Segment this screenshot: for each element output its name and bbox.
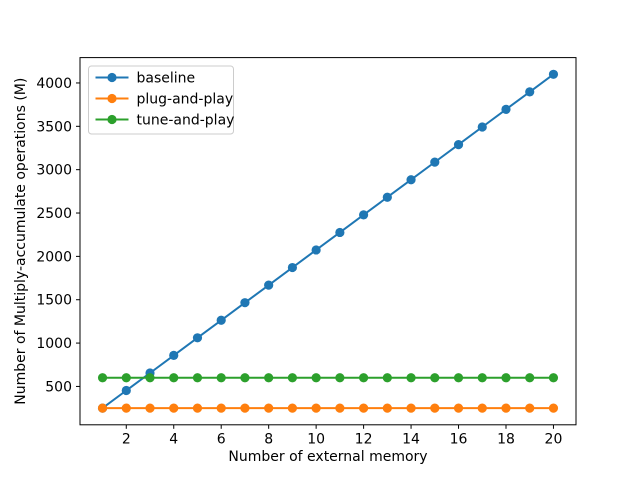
x-tick-label: 4 xyxy=(169,431,178,447)
data-point-plug-and-play xyxy=(358,403,369,413)
data-point-plug-and-play xyxy=(501,403,511,413)
data-point-tune-and-play xyxy=(501,373,511,383)
series-tune-and-play xyxy=(97,373,559,383)
legend-marker xyxy=(107,93,117,104)
data-point-plug-and-play xyxy=(240,403,250,413)
y-tick-label: 2500 xyxy=(36,206,72,222)
y-axis-label: Number of Multiply-accumulate operations… xyxy=(13,78,29,405)
data-point-tune-and-play xyxy=(382,373,392,383)
data-point-tune-and-play xyxy=(97,373,108,383)
data-point-baseline xyxy=(311,245,321,255)
data-point-baseline xyxy=(430,157,440,167)
data-point-tune-and-play xyxy=(430,373,440,383)
data-point-plug-and-play xyxy=(525,403,535,413)
y-tick-label: 4000 xyxy=(36,76,72,92)
x-tick-label: 14 xyxy=(402,431,420,447)
legend: baseline plug-and-play tune-and-play xyxy=(88,65,235,135)
legend-marker xyxy=(107,114,117,125)
data-point-tune-and-play xyxy=(311,373,321,383)
data-point-plug-and-play xyxy=(335,403,345,413)
x-tick-label: 8 xyxy=(264,431,273,447)
x-axis-label: Number of external memory xyxy=(228,449,427,465)
x-tick-label: 20 xyxy=(545,431,563,447)
legend-box xyxy=(88,65,234,135)
data-point-tune-and-play xyxy=(477,373,487,383)
data-point-tune-and-play xyxy=(145,373,155,383)
data-point-plug-and-play xyxy=(169,403,179,413)
data-point-baseline xyxy=(216,315,226,325)
data-point-plug-and-play xyxy=(264,403,274,413)
data-point-baseline xyxy=(240,298,250,308)
data-point-baseline xyxy=(548,69,559,79)
data-point-tune-and-play xyxy=(525,373,535,383)
data-point-baseline xyxy=(501,104,511,115)
data-point-tune-and-play xyxy=(406,373,416,383)
data-point-baseline xyxy=(287,262,298,273)
x-axis: 2 4 6 8 10 12 14 16 18 20 xyxy=(122,424,563,447)
data-point-tune-and-play xyxy=(335,373,345,383)
y-tick-label: 2000 xyxy=(36,249,72,265)
data-point-tune-and-play xyxy=(453,373,464,383)
y-tick-label: 3500 xyxy=(36,119,72,135)
data-point-tune-and-play xyxy=(264,373,274,383)
x-tick-label: 10 xyxy=(307,431,325,447)
data-point-baseline xyxy=(382,192,392,202)
plot-border xyxy=(79,57,577,426)
x-tick-label: 12 xyxy=(355,431,373,447)
data-point-plug-and-play xyxy=(453,403,464,413)
data-point-plug-and-play xyxy=(121,403,131,413)
data-point-plug-and-play xyxy=(406,403,416,413)
legend-marker xyxy=(107,72,117,83)
data-point-tune-and-play xyxy=(169,373,179,383)
y-tick-label: 500 xyxy=(45,379,72,395)
data-point-plug-and-play xyxy=(145,403,155,413)
data-point-plug-and-play xyxy=(216,403,226,413)
data-point-baseline xyxy=(453,140,464,150)
x-tick-label: 2 xyxy=(122,431,131,447)
data-point-tune-and-play xyxy=(192,373,203,383)
legend-label: baseline xyxy=(137,71,196,87)
legend-entry-plug-and-play: plug-and-play xyxy=(95,92,234,108)
data-point-plug-and-play xyxy=(382,403,392,413)
x-tick-label: 6 xyxy=(217,431,226,447)
data-point-baseline xyxy=(169,350,179,360)
series-line-baseline xyxy=(101,73,555,410)
data-point-plug-and-play xyxy=(477,403,487,413)
data-point-tune-and-play xyxy=(548,373,559,383)
data-point-plug-and-play xyxy=(192,403,203,413)
data-point-plug-and-play xyxy=(548,403,559,413)
data-point-plug-and-play xyxy=(97,403,108,413)
data-point-tune-and-play xyxy=(216,373,226,383)
legend-label: tune-and-play xyxy=(137,113,235,129)
data-point-baseline xyxy=(335,227,345,238)
data-point-tune-and-play xyxy=(358,373,369,383)
data-point-tune-and-play xyxy=(240,373,250,383)
data-point-baseline xyxy=(264,280,274,290)
data-point-baseline xyxy=(525,87,535,97)
data-point-plug-and-play xyxy=(430,403,440,413)
x-tick-label: 18 xyxy=(497,431,515,447)
data-point-plug-and-play xyxy=(311,403,321,413)
y-axis: 500 1000 1500 2000 2500 3000 3500 4000 xyxy=(36,76,80,395)
data-point-plug-and-play xyxy=(287,403,298,413)
y-tick-label: 3000 xyxy=(36,163,72,179)
legend-label: plug-and-play xyxy=(137,92,234,108)
x-tick-label: 16 xyxy=(450,431,468,447)
legend-entry-tune-and-play: tune-and-play xyxy=(95,113,235,129)
data-point-tune-and-play xyxy=(121,373,131,383)
data-point-tune-and-play xyxy=(287,373,298,383)
data-point-baseline xyxy=(477,122,487,132)
data-point-baseline xyxy=(192,333,203,343)
data-point-baseline xyxy=(121,385,131,396)
series-plug-and-play xyxy=(97,403,559,413)
y-tick-label: 1000 xyxy=(36,336,72,352)
data-point-baseline xyxy=(406,175,416,185)
data-point-baseline xyxy=(358,210,369,220)
legend-entry-baseline: baseline xyxy=(95,71,196,87)
y-tick-label: 1500 xyxy=(36,293,72,309)
